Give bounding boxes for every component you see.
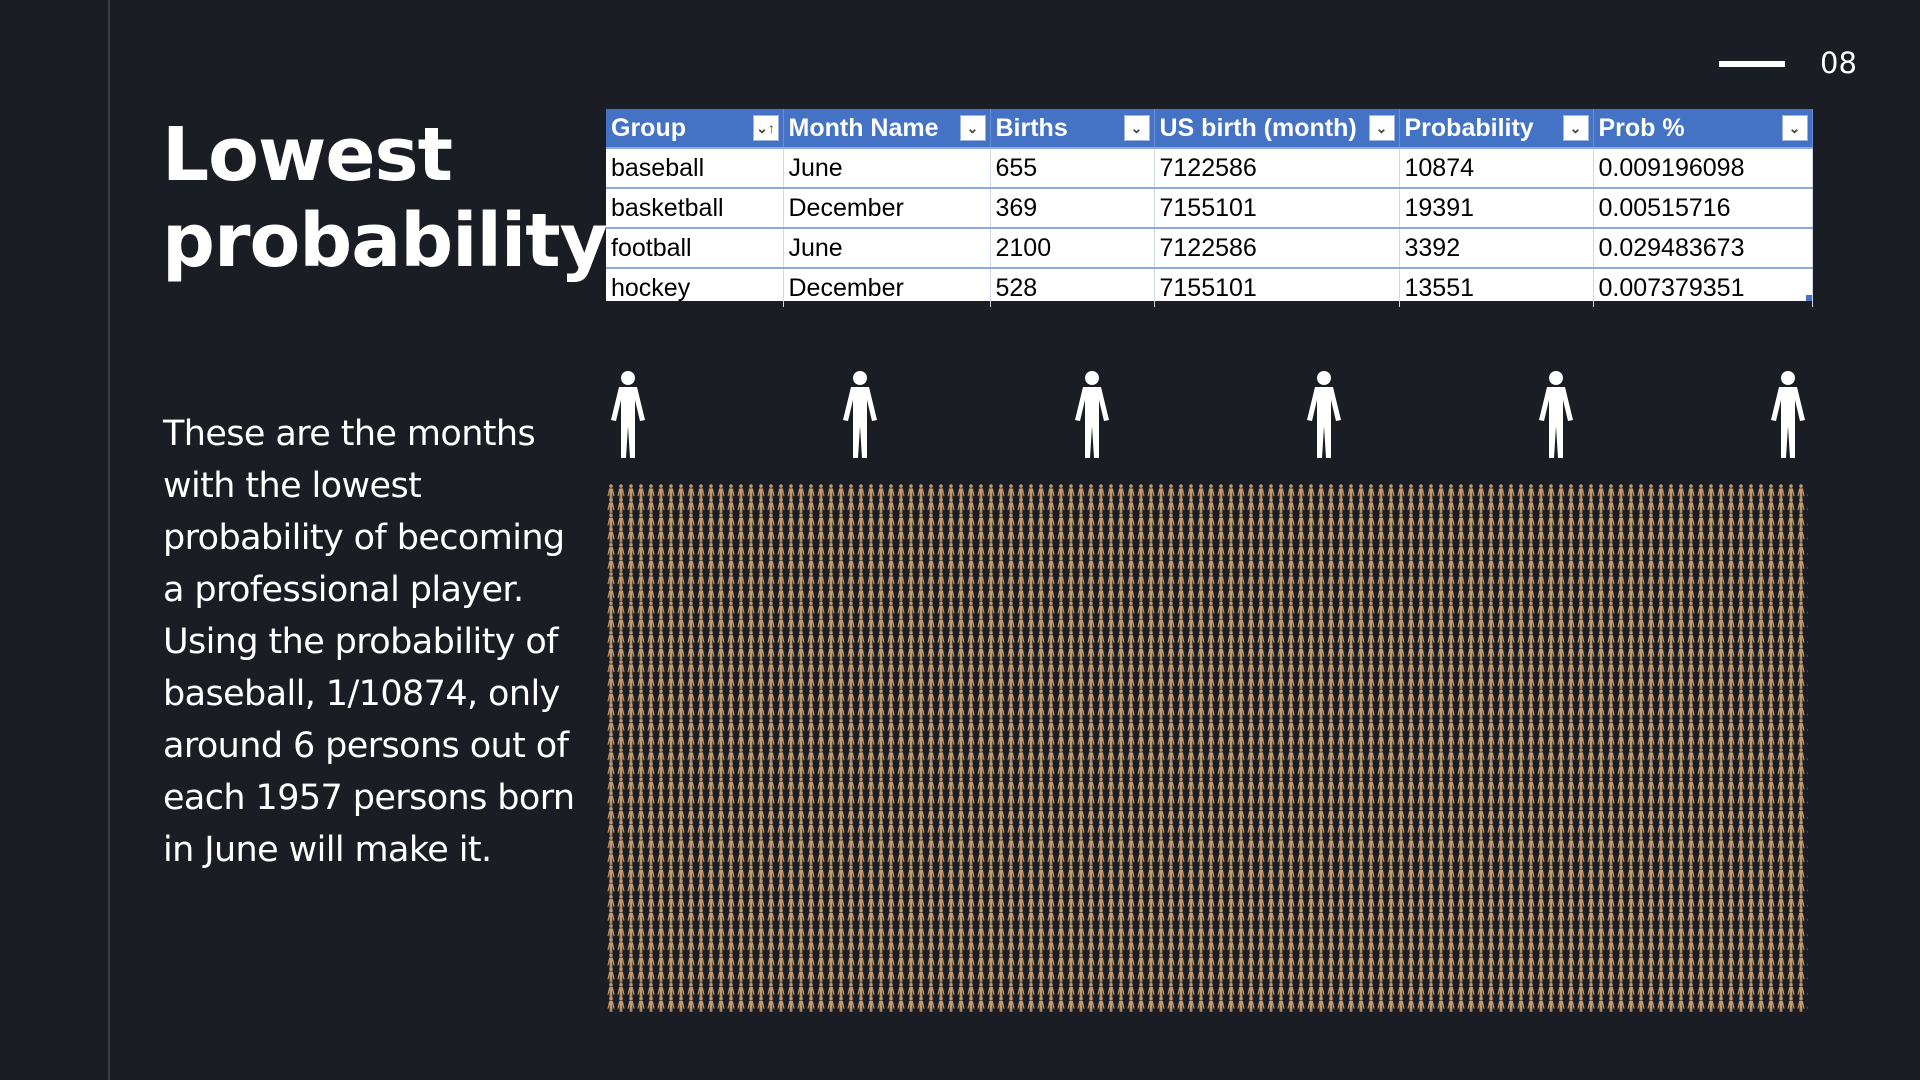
- person-icon: [1771, 371, 1805, 458]
- table-cell[interactable]: 0.007379351: [1593, 267, 1813, 307]
- column-header: Prob % ⌄: [1593, 109, 1813, 148]
- filter-dropdown-icon[interactable]: ⌄: [1781, 115, 1808, 141]
- person-icon: [1539, 371, 1573, 458]
- table-cell[interactable]: June: [783, 147, 991, 188]
- left-divider: [108, 0, 110, 1080]
- filter-dropdown-icon[interactable]: ⌄: [1368, 115, 1395, 141]
- table-cell[interactable]: 0.029483673: [1593, 227, 1813, 268]
- data-table: Group ⌄↑ Month Name ⌄ Births ⌄ US birth (mo…: [606, 109, 1813, 307]
- person-icon: [1307, 371, 1341, 458]
- table-header-row: Group ⌄↑ Month Name ⌄ Births ⌄ US birth (mo…: [606, 109, 1813, 148]
- filter-dropdown-icon[interactable]: ⌄: [959, 115, 986, 141]
- table-row: baseball June 655 7122586 10874 0.009196…: [606, 147, 1813, 188]
- sort-filter-icon[interactable]: ⌄↑: [752, 115, 779, 141]
- table-cell[interactable]: 3392: [1399, 227, 1594, 268]
- table-cell[interactable]: December: [783, 187, 991, 228]
- table-cell[interactable]: hockey: [606, 267, 784, 307]
- column-header-label: Births: [995, 113, 1068, 142]
- filter-dropdown-icon[interactable]: ⌄: [1123, 115, 1150, 141]
- column-header-label: Group: [611, 113, 686, 142]
- column-header-label: Month Name: [788, 113, 939, 142]
- column-header: Group ⌄↑: [606, 109, 784, 148]
- page-number: 08: [1820, 46, 1857, 80]
- person-icon: [1075, 371, 1109, 458]
- table-cell[interactable]: 369: [990, 187, 1155, 228]
- table-cell[interactable]: 13551: [1399, 267, 1594, 307]
- table-cell[interactable]: football: [606, 227, 784, 268]
- table-row: hockey December 528 7155101 13551 0.0073…: [606, 267, 1813, 307]
- table-resize-handle[interactable]: [1806, 295, 1812, 301]
- table-cell[interactable]: 10874: [1399, 147, 1594, 188]
- slide-title: Lowest probability: [162, 112, 608, 284]
- column-header-label: Probability: [1404, 113, 1534, 142]
- table-cell[interactable]: 2100: [990, 227, 1155, 268]
- person-icon: [611, 371, 645, 458]
- column-header: Births ⌄: [990, 109, 1155, 148]
- table-cell[interactable]: 528: [990, 267, 1155, 307]
- table-cell[interactable]: June: [783, 227, 991, 268]
- table-row: basketball December 369 7155101 19391 0.…: [606, 187, 1813, 228]
- table-cell[interactable]: 7122586: [1154, 227, 1400, 268]
- slide-description: These are the months with the lowest pro…: [163, 414, 575, 870]
- column-header-label: Prob %: [1598, 113, 1685, 142]
- column-header: US birth (month) ⌄: [1154, 109, 1400, 148]
- filter-dropdown-icon[interactable]: ⌄: [1562, 115, 1589, 141]
- table-cell[interactable]: baseball: [606, 147, 784, 188]
- table-cell[interactable]: 19391: [1399, 187, 1594, 228]
- column-header: Probability ⌄: [1399, 109, 1594, 148]
- crowd-pictogram: [606, 484, 1808, 1012]
- page-number-dash: [1719, 61, 1785, 67]
- table-cell[interactable]: 7155101: [1154, 187, 1400, 228]
- table-cell[interactable]: basketball: [606, 187, 784, 228]
- table-row: football June 2100 7122586 3392 0.029483…: [606, 227, 1813, 268]
- table-cell[interactable]: 7122586: [1154, 147, 1400, 188]
- table-cell[interactable]: December: [783, 267, 991, 307]
- table-cell[interactable]: 7155101: [1154, 267, 1400, 307]
- table-cell[interactable]: 0.00515716: [1593, 187, 1813, 228]
- column-header: Month Name ⌄: [783, 109, 991, 148]
- table-cell[interactable]: 0.009196098: [1593, 147, 1813, 188]
- column-header-label: US birth (month): [1159, 113, 1357, 142]
- person-icon: [843, 371, 877, 458]
- table-cell[interactable]: 655: [990, 147, 1155, 188]
